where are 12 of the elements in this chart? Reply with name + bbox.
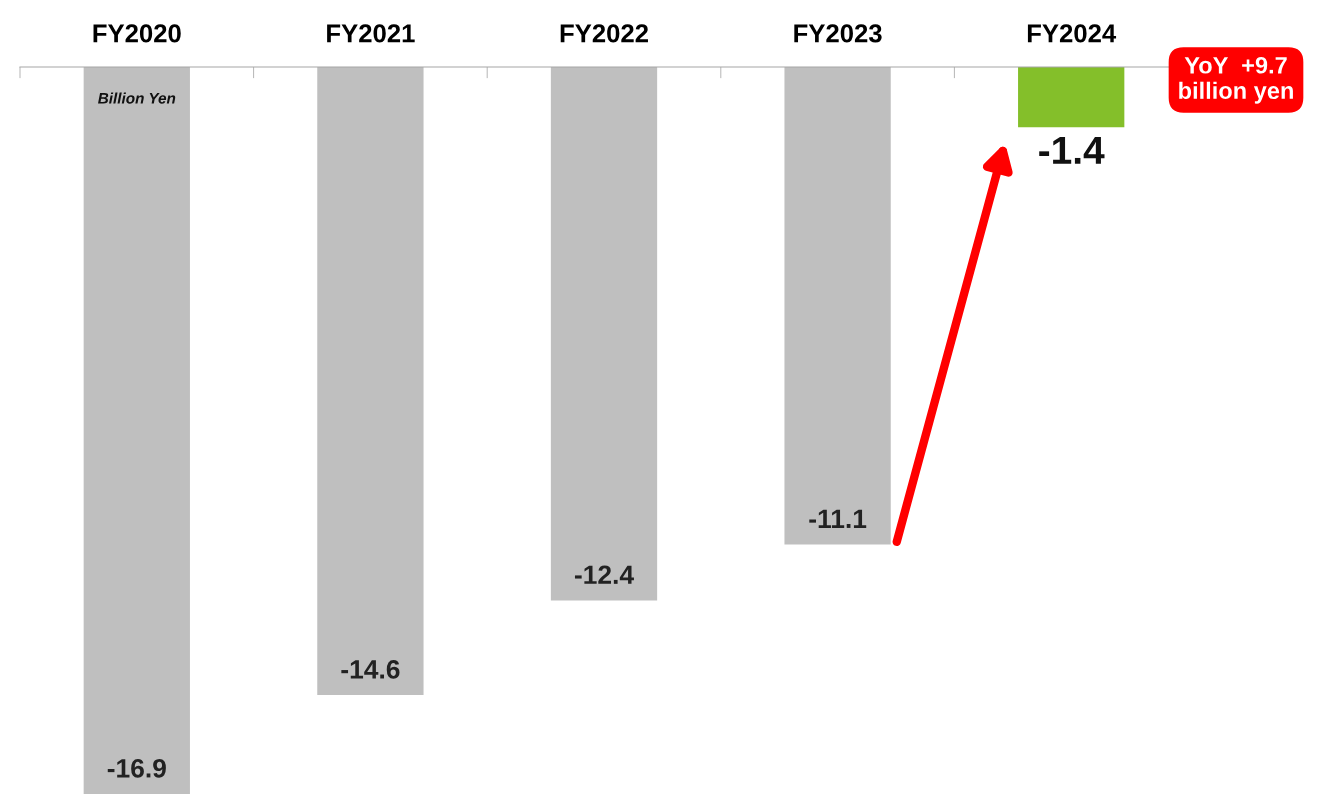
data-label: -16.9 [107,758,166,778]
data-label: -14.6 [341,660,400,679]
data-label: -1.4 [1039,136,1105,164]
data-label: -11.1 [809,509,867,528]
annotation: Billion Yen [98,92,176,104]
data-label: -12.4 [574,565,634,584]
x-tick-label: FY2022 [560,24,648,43]
x-tick-label: FY2023 [794,24,882,43]
x-tick-label: FY2024 [1027,24,1117,43]
x-tick-label: FY2020 [93,24,181,43]
x-tick-label: FY2021 [327,24,415,43]
annotation: YoY +9.7 billion yen [1179,56,1293,104]
